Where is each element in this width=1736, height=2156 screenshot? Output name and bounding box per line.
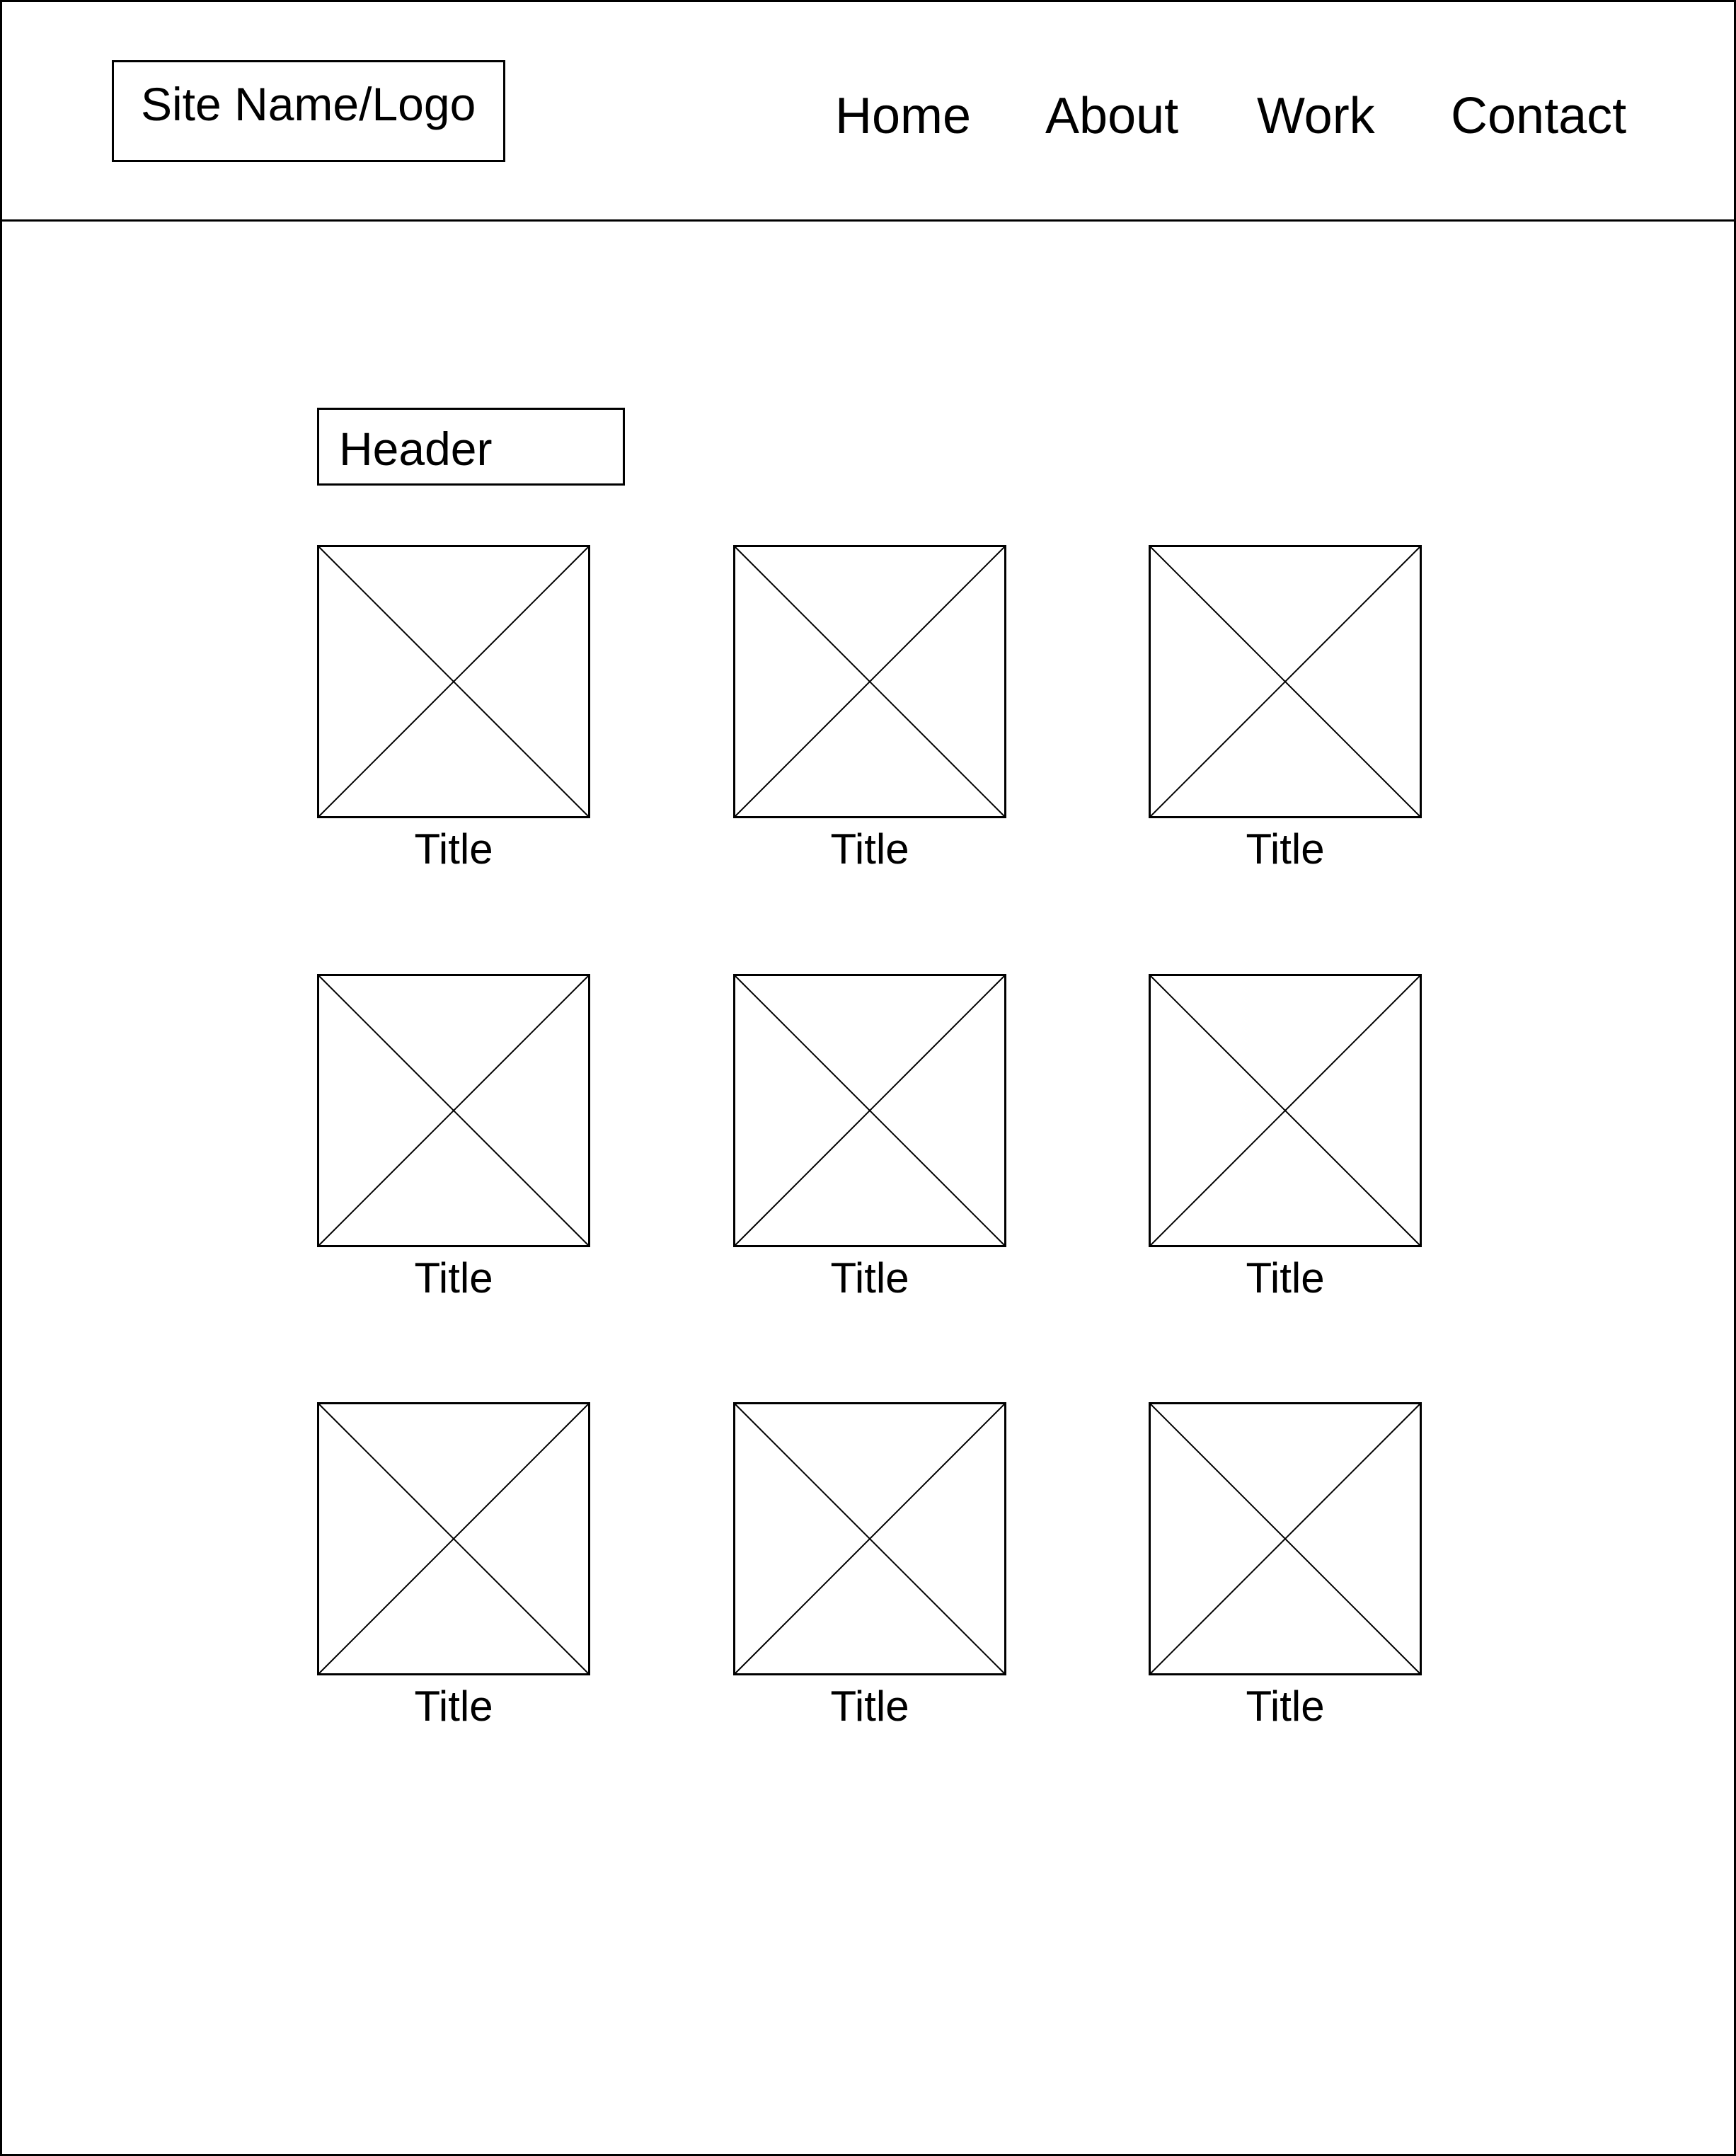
- gallery-card[interactable]: Title: [317, 545, 590, 871]
- gallery-card[interactable]: Title: [317, 974, 590, 1300]
- image-placeholder-icon: [317, 1402, 590, 1675]
- gallery-card[interactable]: Title: [733, 1402, 1006, 1728]
- nav-link-home[interactable]: Home: [835, 88, 972, 144]
- nav-link-about[interactable]: About: [1045, 88, 1179, 144]
- image-placeholder-icon: [733, 974, 1006, 1247]
- gallery-card[interactable]: Title: [733, 974, 1006, 1300]
- site-logo-label: Site Name/Logo: [141, 78, 476, 130]
- section-header: Header: [317, 408, 625, 486]
- nav-link-contact[interactable]: Contact: [1451, 88, 1627, 144]
- card-title: Title: [830, 1682, 909, 1730]
- card-title: Title: [414, 1682, 493, 1730]
- image-placeholder-icon: [1149, 974, 1422, 1247]
- card-title: Title: [414, 1254, 493, 1302]
- card-title: Title: [830, 1254, 909, 1302]
- image-placeholder-icon: [733, 545, 1006, 818]
- nav-link-work[interactable]: Work: [1257, 88, 1375, 144]
- gallery-card[interactable]: Title: [733, 545, 1006, 871]
- site-header-bar: Site Name/Logo Home About Work Contact: [0, 0, 1736, 222]
- gallery-card[interactable]: Title: [317, 1402, 590, 1728]
- gallery-card[interactable]: Title: [1149, 974, 1422, 1300]
- image-placeholder-icon: [1149, 545, 1422, 818]
- card-title: Title: [1246, 1254, 1325, 1302]
- image-placeholder-icon: [317, 545, 590, 818]
- site-logo[interactable]: Site Name/Logo: [112, 60, 505, 162]
- image-placeholder-icon: [1149, 1402, 1422, 1675]
- gallery-card[interactable]: Title: [1149, 1402, 1422, 1728]
- image-placeholder-icon: [317, 974, 590, 1247]
- image-placeholder-icon: [733, 1402, 1006, 1675]
- gallery-card[interactable]: Title: [1149, 545, 1422, 871]
- card-title: Title: [1246, 825, 1325, 873]
- card-title: Title: [414, 825, 493, 873]
- card-title: Title: [1246, 1682, 1325, 1730]
- card-title: Title: [830, 825, 909, 873]
- section-header-label: Header: [339, 423, 493, 475]
